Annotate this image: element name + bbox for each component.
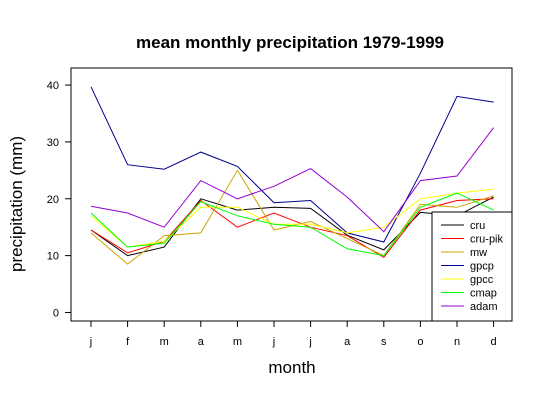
series-line-gpcp (90, 86, 494, 243)
y-axis-label: precipitation (mm) (7, 136, 26, 272)
x-tick-label: d (491, 336, 497, 348)
chart-title: mean monthly precipitation 1979-1999 (136, 33, 444, 52)
series-line-cru (90, 196, 494, 257)
x-tick-label: o (417, 336, 423, 348)
series-line-gpcc (90, 188, 494, 248)
y-tick-label: 20 (47, 194, 59, 206)
legend-box (431, 211, 513, 322)
y-tick-label: 30 (47, 137, 59, 149)
x-tick-label: j (308, 336, 311, 348)
y-tick-label: 10 (47, 251, 59, 263)
x-tick-label: n (454, 336, 460, 348)
x-tick-label: a (198, 336, 205, 348)
legend-label-cru: cru (470, 220, 485, 232)
plot-frame (70, 67, 513, 322)
y-axis: 0 10 20 30 40 (47, 80, 71, 319)
legend-label-gpcc: gpcc (470, 274, 494, 286)
series-line-cmap (90, 192, 494, 257)
x-tick-label: j (89, 336, 92, 348)
legend-label-cmap: cmap (470, 288, 497, 300)
plot-area: 0 10 20 30 40 j f m a m j j a s o n d (47, 67, 513, 348)
x-tick-label: a (344, 336, 351, 348)
x-tick-label: m (233, 336, 242, 348)
series-line-adam (90, 127, 494, 233)
x-tick-label: s (381, 336, 387, 348)
x-tick-label: j (272, 336, 275, 348)
y-tick-label: 0 (53, 307, 59, 319)
x-tick-label: m (160, 336, 169, 348)
legend-label-adam: adam (470, 301, 498, 313)
legend-label-mw: mw (470, 247, 487, 259)
x-tick-label: f (126, 336, 130, 348)
x-axis-label: month (268, 358, 315, 377)
y-tick-label: 40 (47, 80, 59, 92)
legend-label-gpcp: gpcp (470, 261, 494, 273)
legend-label-cru-pik: cru-pik (470, 234, 504, 246)
series-lines (90, 86, 494, 265)
